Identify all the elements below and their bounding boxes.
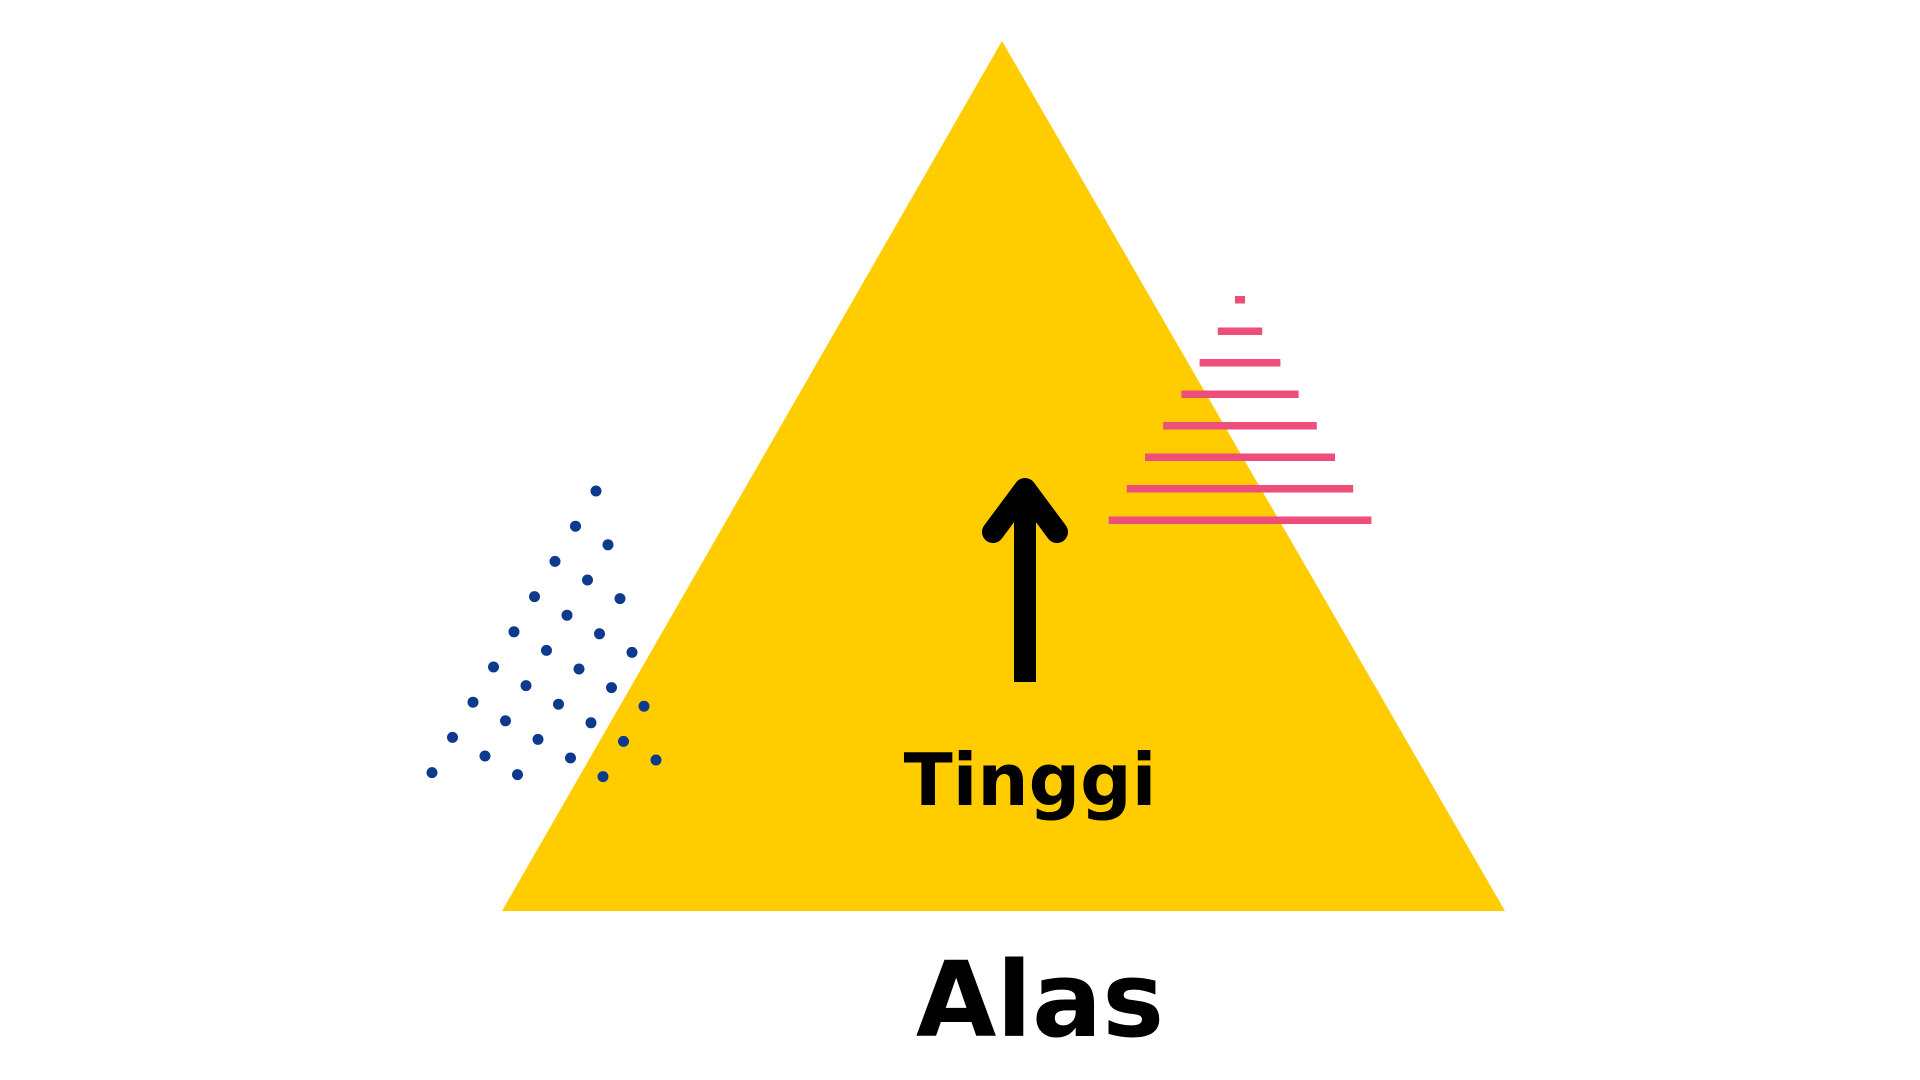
pattern-dot bbox=[549, 555, 561, 567]
base-label: Alas bbox=[915, 939, 1165, 1061]
pattern-dot bbox=[541, 644, 552, 656]
pattern-dot bbox=[467, 696, 479, 708]
pattern-dot bbox=[488, 661, 499, 673]
dot-pattern bbox=[426, 485, 662, 783]
pattern-dot bbox=[447, 731, 458, 743]
pattern-stripe bbox=[1217, 327, 1263, 335]
pattern-dot bbox=[561, 609, 573, 621]
pattern-dot bbox=[532, 733, 544, 745]
pattern-dot bbox=[479, 750, 491, 762]
stripe-pattern bbox=[1108, 296, 1372, 524]
pattern-dot bbox=[590, 485, 602, 497]
pattern-dot bbox=[585, 717, 597, 729]
pattern-dot bbox=[582, 574, 593, 586]
pattern-dot bbox=[650, 754, 662, 766]
pattern-dot bbox=[597, 771, 609, 783]
pattern-dot bbox=[512, 769, 523, 781]
pattern-dot bbox=[614, 593, 626, 605]
pattern-dot bbox=[618, 735, 629, 747]
pattern-dot bbox=[500, 715, 511, 727]
pattern-dot bbox=[553, 698, 564, 710]
pattern-dot bbox=[573, 663, 585, 675]
pattern-stripe bbox=[1108, 516, 1372, 524]
pattern-stripe bbox=[1163, 422, 1317, 430]
pattern-dot bbox=[426, 767, 438, 779]
pattern-dot bbox=[594, 628, 605, 640]
pattern-stripe bbox=[1145, 453, 1335, 461]
pattern-dot bbox=[570, 520, 581, 532]
pattern-dot bbox=[520, 680, 532, 692]
pattern-stripe bbox=[1199, 359, 1281, 367]
arrow-up-icon bbox=[982, 478, 1068, 682]
pattern-dot bbox=[508, 626, 520, 638]
pattern-dot bbox=[602, 539, 614, 551]
arrow-head bbox=[982, 478, 1068, 543]
pattern-stripe bbox=[1126, 485, 1354, 493]
main-triangle bbox=[502, 41, 1505, 911]
pattern-dot bbox=[565, 752, 576, 764]
height-label: Tinggi bbox=[903, 738, 1157, 822]
pattern-stripe bbox=[1181, 390, 1299, 398]
pattern-dot bbox=[606, 682, 617, 694]
pattern-dot bbox=[638, 700, 650, 712]
pattern-dot bbox=[529, 591, 540, 603]
pattern-stripe bbox=[1235, 296, 1245, 304]
pattern-dot bbox=[626, 646, 638, 658]
